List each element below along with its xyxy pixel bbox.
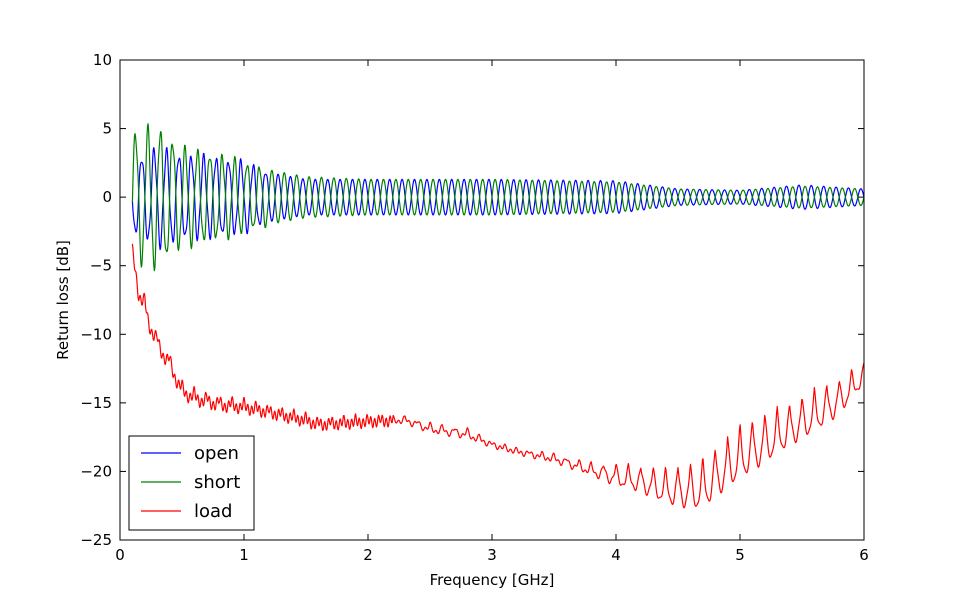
ticks-layer: 0 1 2 3 4 5 6 10 5 0 −5 −10 −15 −20 −25 xyxy=(80,51,868,564)
legend-label-open: open xyxy=(194,443,239,464)
y-tick-label: 0 xyxy=(102,188,112,206)
y-tick-label: −15 xyxy=(80,394,112,412)
y-axis-label: Return loss [dB] xyxy=(54,240,72,360)
y-tick-label: −5 xyxy=(90,257,112,275)
x-tick-label: 3 xyxy=(487,546,497,564)
series-line-short xyxy=(131,123,864,272)
x-tick-label: 6 xyxy=(859,546,869,564)
y-tick-label: −10 xyxy=(80,325,112,343)
legend-label-short: short xyxy=(194,472,240,493)
x-tick-label: 1 xyxy=(239,546,249,564)
y-tick-label: −25 xyxy=(80,531,112,549)
x-tick-label: 4 xyxy=(611,546,621,564)
legend: open short load xyxy=(128,435,255,531)
series-layer xyxy=(131,123,864,509)
y-tick-label: −20 xyxy=(80,462,112,480)
x-tick-label: 2 xyxy=(363,546,373,564)
series-line-load xyxy=(131,243,864,509)
x-axis-label: Frequency [GHz] xyxy=(430,571,555,589)
y-tick-label: 10 xyxy=(93,51,112,69)
x-tick-label: 0 xyxy=(115,546,125,564)
y-tick-label: 5 xyxy=(102,120,112,138)
x-tick-label: 5 xyxy=(735,546,745,564)
legend-label-load: load xyxy=(194,501,232,522)
legend-box xyxy=(128,435,255,531)
